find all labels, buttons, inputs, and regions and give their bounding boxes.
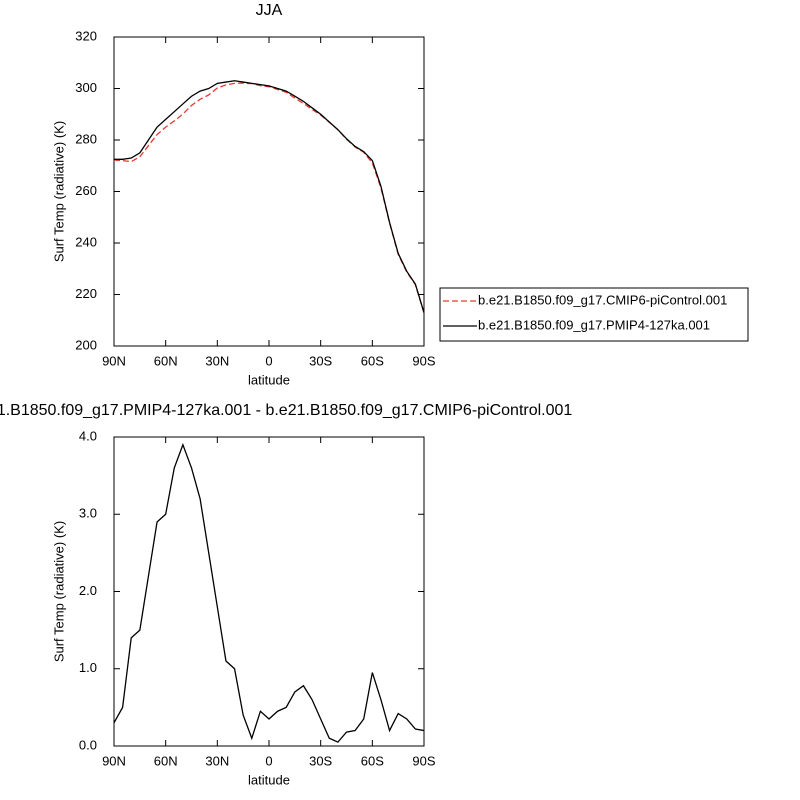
x-tick-label: 90S [412,753,435,768]
line-series [114,80,425,313]
x-axis-label: latitude [248,772,290,787]
chart-title: JJA [256,2,283,19]
x-tick-label: 30N [205,353,229,368]
line-series [113,442,425,743]
plot-frame [113,436,425,747]
x-tick-label: 90N [102,353,126,368]
x-tick-label: 30S [309,753,332,768]
x-tick-label: 90S [412,353,435,368]
y-tick-label: 1.0 [79,660,97,675]
y-tick-label: 320 [75,28,97,43]
y-axis-label: Surf Temp (radiative) (K) [51,521,66,662]
y-tick-label: 260 [75,183,97,198]
x-tick-label: 0 [265,353,272,368]
plot-frame [113,36,425,347]
x-axis-label: latitude [248,372,290,387]
x-tick-label: 60N [154,753,178,768]
x-tick-label: 30S [309,353,332,368]
y-tick-label: 280 [75,131,97,146]
y-tick-label: 3.0 [79,506,97,521]
y-tick-label: 240 [75,234,97,249]
x-tick-label: 60N [154,353,178,368]
chart-title: b.e21.B1850.f09_g17.PMIP4-127ka.001 - b.… [0,402,572,419]
x-tick-label: 90N [102,753,126,768]
y-tick-label: 0.0 [79,737,97,752]
x-tick-label: 60S [361,753,384,768]
x-tick-label: 30N [205,753,229,768]
x-tick-label: 0 [265,753,272,768]
legend-label: b.e21.B1850.f09_g17.PMIP4-127ka.001 [478,317,710,332]
y-axis-label: Surf Temp (radiative) (K) [51,121,66,262]
legend-box [439,287,749,342]
x-tick-label: 60S [361,353,384,368]
y-tick-label: 300 [75,80,97,95]
line-series [113,82,425,314]
y-tick-label: 220 [75,286,97,301]
y-tick-label: 200 [75,337,97,352]
legend-label: b.e21.B1850.f09_g17.CMIP6-piControl.001 [478,292,727,307]
y-tick-label: 4.0 [79,428,97,443]
y-tick-label: 2.0 [79,583,97,598]
